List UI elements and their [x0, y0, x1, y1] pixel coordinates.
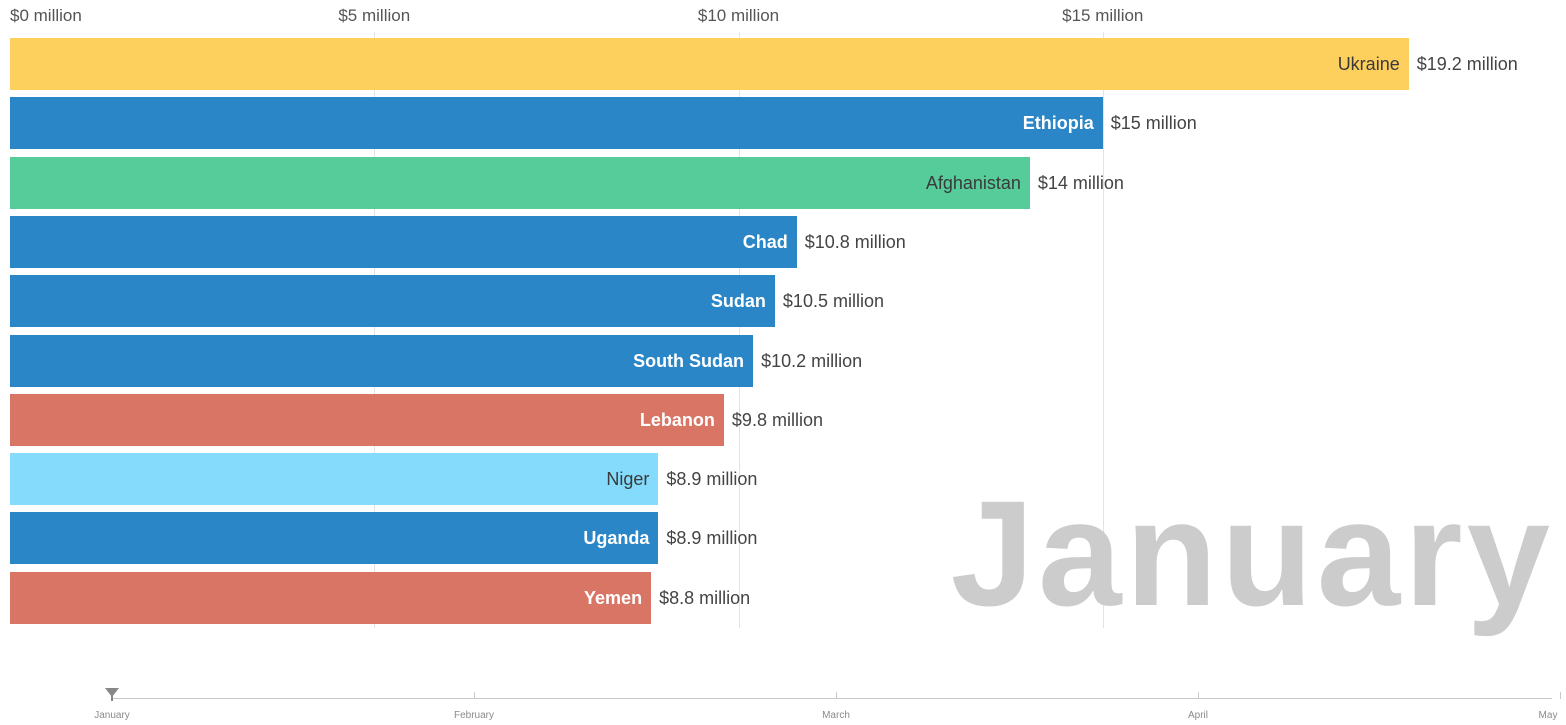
bar	[10, 571, 652, 624]
timeline-tick	[1198, 692, 1199, 699]
timeline-handle-icon[interactable]	[105, 688, 119, 697]
bar	[10, 215, 797, 268]
bar	[10, 453, 659, 506]
bar-category-label: Sudan	[710, 291, 766, 312]
bar-category-label: South Sudan	[633, 350, 745, 371]
bar-value-label: $8.9 million	[666, 469, 758, 490]
bar-value-label: $14 million	[1037, 172, 1124, 193]
x-tick-label: $0 million	[10, 6, 82, 25]
bar-category-label: Ethiopia	[1022, 113, 1094, 134]
bar	[10, 334, 754, 387]
bar-category-label: Uganda	[583, 528, 650, 549]
bar-category-label: Lebanon	[639, 409, 715, 430]
bar	[10, 512, 659, 565]
bar	[10, 38, 1409, 90]
timeline-tick	[1560, 692, 1561, 699]
bar-value-label: $9.8 million	[731, 409, 823, 430]
period-watermark: January	[950, 469, 1554, 637]
x-tick-label: $10 million	[697, 6, 780, 25]
bar-value-label: $8.8 million	[659, 587, 751, 608]
timeline-tick	[836, 692, 837, 699]
timeline-month-label[interactable]: May	[1538, 710, 1558, 721]
bar-category-label: Afghanistan	[925, 172, 1021, 193]
bar-value-label: $10.2 million	[761, 350, 863, 371]
timeline-month-label[interactable]: March	[822, 710, 850, 721]
bar-value-label: $8.9 million	[666, 528, 758, 549]
x-tick-label: $15 million	[1062, 6, 1144, 25]
x-tick-label: $5 million	[338, 6, 411, 25]
timeline-month-label[interactable]: February	[453, 710, 495, 721]
timeline-slider[interactable]: January February March April May	[0, 680, 1566, 725]
timeline-track[interactable]	[112, 698, 1552, 699]
bar	[10, 275, 775, 328]
bar-value-label: $15 million	[1110, 113, 1197, 134]
bar-value-label: $10.8 million	[804, 231, 906, 252]
bar	[10, 393, 724, 446]
gridline	[1102, 32, 1104, 628]
bar-category-label: Chad	[742, 231, 788, 252]
bar-category-label: Niger	[606, 469, 650, 490]
bar-value-label: $10.5 million	[782, 291, 884, 312]
bar-category-label: Ukraine	[1337, 54, 1400, 74]
bar-category-label: Yemen	[584, 587, 643, 608]
timeline-tick	[474, 692, 475, 699]
timeline-month-label[interactable]: April	[1187, 710, 1209, 721]
bar	[10, 156, 1030, 209]
bar-value-label: $19.2 million	[1416, 54, 1518, 74]
timeline-month-label[interactable]: January	[94, 710, 130, 721]
gridline	[738, 32, 740, 628]
bar	[10, 97, 1103, 150]
timeline-handle-stem[interactable]	[111, 695, 113, 701]
gridline	[374, 32, 376, 628]
